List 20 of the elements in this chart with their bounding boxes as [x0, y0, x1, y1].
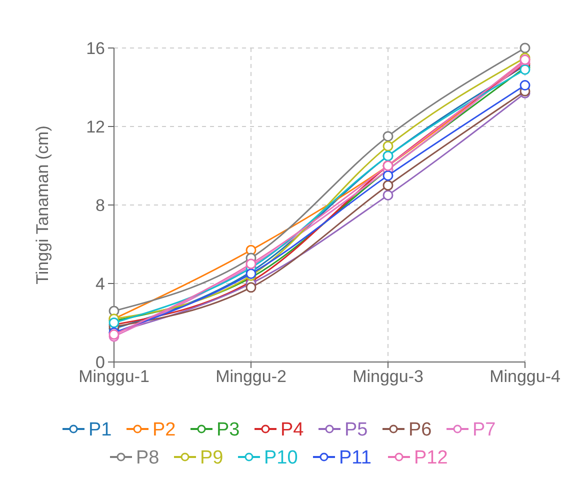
legend-label: P4	[280, 420, 304, 441]
y-axis-title: Tinggi Tanaman (cm)	[33, 126, 52, 284]
legend-label: P10	[264, 448, 298, 469]
x-tick-label: Minggu-2	[216, 367, 286, 386]
y-tick-label: 16	[86, 38, 105, 58]
legend-label: P8	[136, 448, 160, 469]
legend-label: P7	[472, 420, 496, 441]
legend-label: P12	[414, 448, 448, 469]
legend-label: P3	[216, 420, 240, 441]
y-tick-label: 8	[96, 196, 105, 215]
y-tick-label: 12	[86, 117, 105, 136]
legend-label: P6	[408, 420, 432, 441]
legend-label: P1	[88, 420, 112, 441]
legend-label: P9	[200, 448, 224, 469]
y-tick-label: 4	[96, 274, 105, 294]
legend-label: P11	[339, 448, 372, 469]
legend-label: P5	[344, 420, 368, 441]
x-tick-label: Minggu-4	[490, 367, 560, 386]
x-tick-label: Minggu-3	[352, 367, 424, 386]
legend-label: P2	[152, 420, 176, 441]
